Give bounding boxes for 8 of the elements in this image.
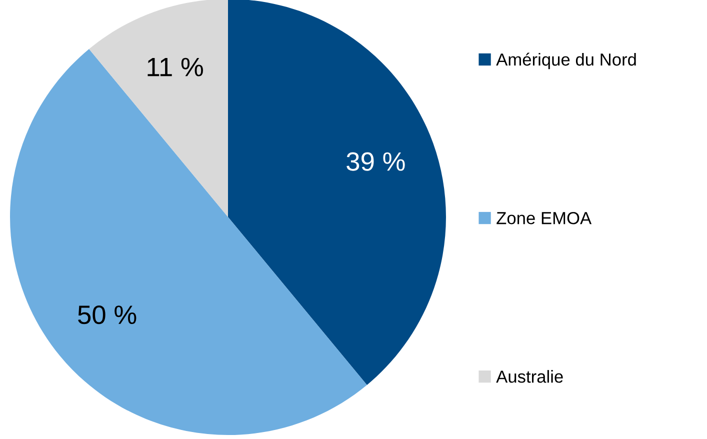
pie-slice	[228, 0, 446, 385]
data-label: 50 %	[78, 305, 136, 324]
legend-label: Amérique du Nord	[496, 52, 636, 70]
pie-slice	[89, 0, 228, 217]
data-label: 11 %	[148, 58, 203, 76]
legend-label: Zone EMOA	[496, 212, 592, 224]
legend-label: Australie	[496, 370, 563, 383]
data-label: 39 %	[346, 152, 405, 171]
